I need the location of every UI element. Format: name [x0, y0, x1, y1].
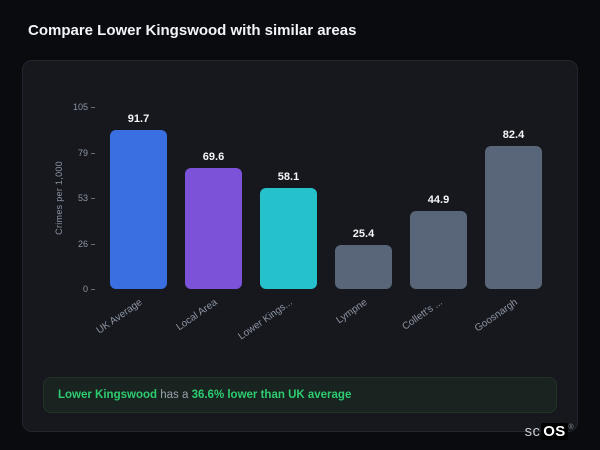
bar-lympne[interactable] — [335, 244, 392, 289]
bar-column: 25.4 Lympne — [326, 107, 401, 326]
bar-value-label: 58.1 — [277, 171, 300, 184]
callout-connector: has a — [157, 389, 192, 401]
bar-lower-kings[interactable] — [260, 188, 317, 289]
bar-column: 58.1 Lower Kings... — [237, 107, 326, 342]
y-axis-title-wrap: Crimes per 1,000 — [51, 107, 67, 289]
y-tick-label: 105 — [73, 102, 95, 112]
bar-value-label: 69.6 — [202, 151, 225, 164]
page-title: Compare Lower Kingswood with similar are… — [28, 22, 357, 39]
bar-value-label: 25.4 — [352, 227, 375, 240]
y-tick-label: 26 — [78, 239, 95, 249]
bar-column: 44.9 Collett's ... — [401, 107, 476, 333]
bar-value-label: 82.4 — [502, 129, 525, 142]
bar-column: 82.4 Goosnargh — [473, 107, 551, 334]
bar-uk-average[interactable] — [110, 130, 167, 289]
bar-goosnargh[interactable] — [485, 146, 542, 289]
bar-local-area[interactable] — [185, 168, 242, 289]
insight-callout: Lower Kingswood has a 36.6% lower than U… — [43, 377, 557, 413]
registered-mark-icon: ® — [568, 424, 574, 431]
bar-collett-s[interactable] — [410, 211, 467, 289]
x-axis-label: Lympne — [334, 297, 370, 327]
x-axis-label: UK Average — [94, 297, 145, 337]
x-axis-label: Goosnargh — [472, 297, 520, 335]
logo-prefix: sc — [524, 423, 541, 440]
callout-subject: Lower Kingswood — [58, 389, 158, 401]
bar-column: 69.6 Local Area — [175, 107, 251, 333]
y-tick-label: 79 — [78, 148, 95, 158]
scos-logo: sc OS ® — [525, 423, 574, 440]
x-axis-label: Collett's ... — [400, 297, 445, 333]
y-tick-label: 0 — [83, 284, 95, 294]
y-axis-title: Crimes per 1,000 — [54, 161, 64, 235]
y-tick-label: 53 — [78, 193, 95, 203]
bar-value-label: 91.7 — [127, 113, 150, 126]
bar-column: 91.7 UK Average — [95, 107, 176, 337]
x-axis-label: Lower Kings... — [236, 297, 295, 343]
chart-card: Crimes per 1,000 105 79 53 26 0 91.7 UK Avera… — [22, 60, 578, 432]
bar-chart: Crimes per 1,000 105 79 53 26 0 91.7 UK Avera… — [51, 102, 551, 342]
y-axis-ticks: 105 79 53 26 0 — [67, 102, 101, 294]
logo-suffix: OS — [541, 423, 568, 440]
x-axis-label: Local Area — [174, 297, 220, 334]
bar-value-label: 44.9 — [427, 194, 450, 207]
plot-area: 91.7 UK Average 69.6 Local Area 58.1 Lower Ki… — [95, 107, 551, 342]
callout-highlight: 36.6% lower than UK average — [191, 389, 352, 401]
